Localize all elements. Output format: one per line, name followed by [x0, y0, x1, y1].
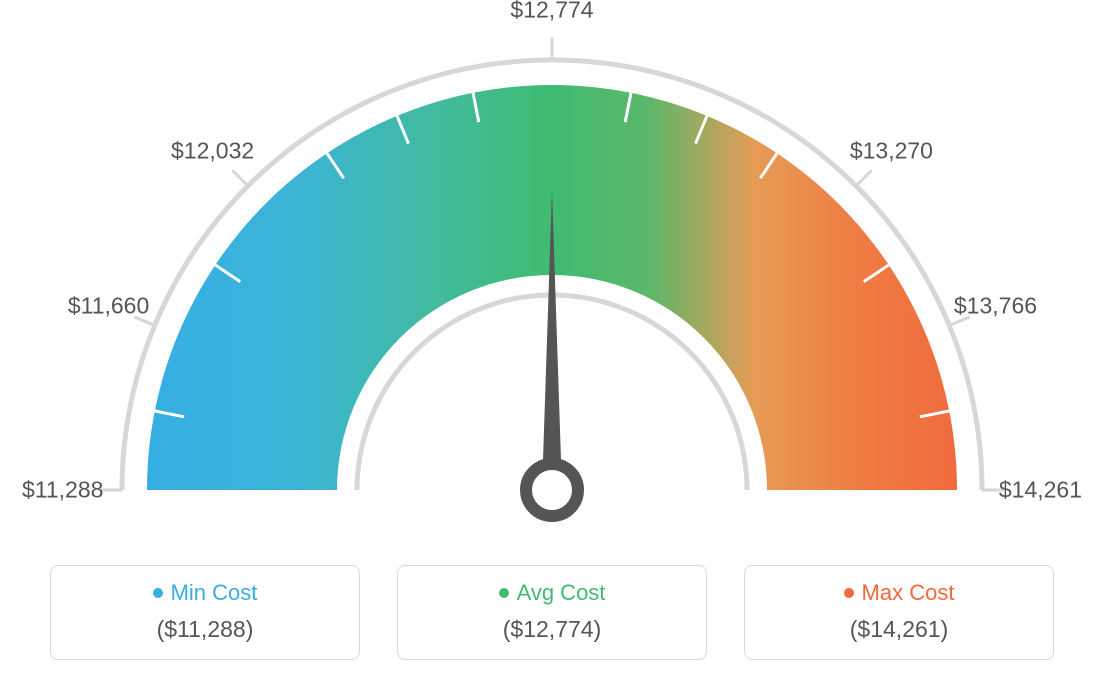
legend-title-text-max: Max Cost — [862, 580, 955, 606]
gauge-tick-label: $13,766 — [954, 293, 1037, 320]
cost-gauge-chart: $11,288 $11,660 $12,032 $12,774 $13,270 $13,7… — [0, 0, 1104, 690]
legend-card-avg: Avg Cost ($12,774) — [397, 565, 707, 660]
gauge-minor-tick — [232, 170, 248, 186]
gauge-area: $11,288 $11,660 $12,032 $12,774 $13,270 $13,7… — [0, 0, 1104, 555]
legend-dot-avg — [499, 588, 509, 598]
legend-card-min: Min Cost ($11,288) — [50, 565, 360, 660]
gauge-tick-label: $14,261 — [999, 477, 1082, 504]
gauge-needle-hub — [526, 464, 578, 516]
legend-title-min: Min Cost — [51, 580, 359, 606]
gauge-tick-label: $13,270 — [850, 137, 933, 164]
legend-title-max: Max Cost — [745, 580, 1053, 606]
gauge-tick-label: $11,660 — [68, 293, 149, 320]
legend-value-avg: ($12,774) — [398, 616, 706, 643]
legend-row: Min Cost ($11,288) Avg Cost ($12,774) Ma… — [0, 565, 1104, 660]
legend-value-min: ($11,288) — [51, 616, 359, 643]
gauge-tick-label: $12,774 — [510, 0, 593, 24]
legend-value-max: ($14,261) — [745, 616, 1053, 643]
gauge-svg — [0, 0, 1104, 555]
gauge-tick-label: $12,032 — [171, 137, 254, 164]
legend-title-avg: Avg Cost — [398, 580, 706, 606]
legend-title-text-min: Min Cost — [171, 580, 258, 606]
gauge-minor-tick — [856, 170, 872, 186]
legend-card-max: Max Cost ($14,261) — [744, 565, 1054, 660]
legend-title-text-avg: Avg Cost — [517, 580, 606, 606]
legend-dot-max — [844, 588, 854, 598]
gauge-tick-label: $11,288 — [22, 477, 103, 504]
legend-dot-min — [153, 588, 163, 598]
